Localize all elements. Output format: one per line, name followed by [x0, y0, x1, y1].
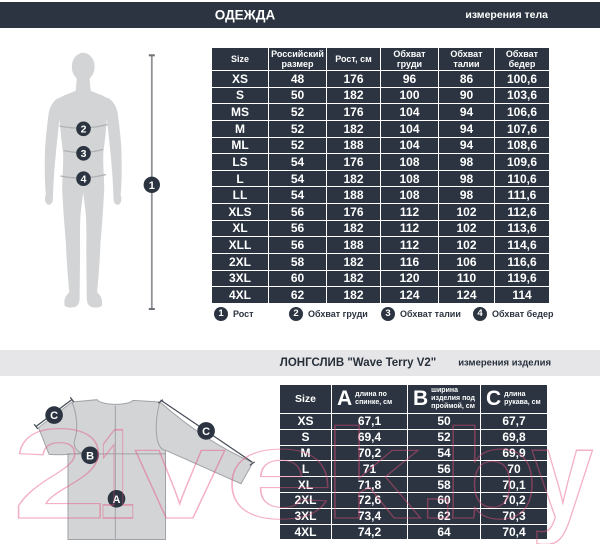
svg-text:y: y — [531, 403, 593, 544]
svg-text:k: k — [323, 402, 421, 544]
svg-text:B: B — [86, 450, 94, 462]
svg-text:C: C — [50, 410, 58, 422]
svg-text:4: 4 — [81, 174, 87, 186]
svg-text:1: 1 — [99, 403, 135, 544]
svg-text:v: v — [135, 403, 226, 544]
svg-text:A: A — [113, 494, 121, 506]
svg-text:b: b — [442, 403, 538, 544]
svg-text:C: C — [202, 426, 210, 438]
svg-text:2: 2 — [13, 402, 107, 544]
svg-text:1: 1 — [149, 180, 155, 192]
svg-text:.: . — [418, 403, 458, 544]
svg-text:e: e — [224, 403, 334, 544]
svg-text:2: 2 — [81, 124, 87, 136]
svg-text:3: 3 — [81, 148, 87, 160]
